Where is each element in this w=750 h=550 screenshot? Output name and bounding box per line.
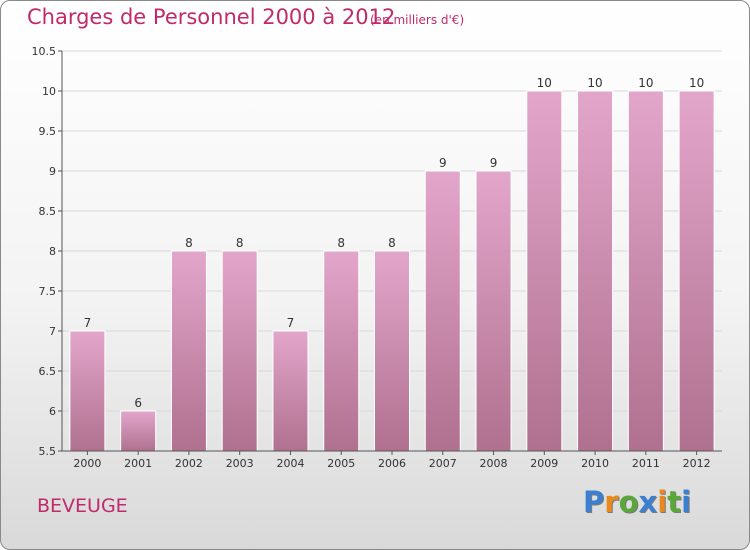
data-label: 7 [287,316,295,330]
bar[interactable] [627,90,664,452]
x-tick-label: 2003 [226,457,254,470]
x-tick-label: 2012 [683,457,711,470]
y-tick-label: 9.5 [39,125,57,138]
logo-letter: P [583,485,605,519]
bar[interactable] [323,250,360,452]
logo-letter: i [681,485,692,519]
x-tick-label: 2001 [124,457,152,470]
logo-letter: o [618,485,639,519]
data-label: 6 [134,396,142,410]
data-label: 8 [185,236,193,250]
x-tick-label: 2008 [480,457,508,470]
y-tick-label: 7.5 [39,285,57,298]
bar[interactable] [678,90,715,452]
x-tick-label: 2000 [73,457,101,470]
data-label: 10 [689,76,704,90]
x-tick-label: 2007 [429,457,457,470]
bar[interactable] [374,250,410,452]
x-tick-label: 2004 [276,457,304,470]
x-tick-label: 2005 [327,457,355,470]
proxiti-logo[interactable]: Proxiti [583,485,691,519]
y-tick-label: 6.5 [39,365,57,378]
y-tick-label: 5.5 [39,445,57,458]
data-label: 9 [490,156,498,170]
logo-letter: x [638,485,658,519]
bar[interactable] [475,170,512,452]
bar[interactable] [120,410,157,452]
bar[interactable] [170,250,207,452]
data-label: 7 [84,316,92,330]
x-tick-label: 2011 [632,457,660,470]
logo-letter: i [657,485,668,519]
bar[interactable] [221,250,258,452]
bar[interactable] [577,90,614,452]
data-label: 10 [638,76,653,90]
data-label: 10 [587,76,602,90]
logo-letter: r [604,485,619,519]
y-tick-label: 10 [42,85,56,98]
y-tick-label: 8.5 [39,205,57,218]
bar[interactable] [69,330,106,452]
x-tick-label: 2002 [175,457,203,470]
place-name: BEVEUGE [37,495,128,517]
y-tick-label: 10.5 [32,45,57,58]
x-tick-label: 2006 [378,457,406,470]
x-tick-label: 2009 [530,457,558,470]
bar[interactable] [526,90,563,452]
chart-title: Charges de Personnel 2000 à 2012 [27,5,396,29]
bar[interactable] [424,170,461,452]
y-tick-label: 9 [49,165,56,178]
data-label: 8 [337,236,345,250]
data-label: 9 [439,156,447,170]
chart-subtitle: (en milliers d'€) [370,13,465,27]
x-tick-label: 2010 [581,457,609,470]
logo-letter: t [667,485,682,519]
data-label: 8 [388,236,396,250]
bar[interactable] [272,330,309,452]
data-label: 8 [236,236,244,250]
y-tick-label: 7 [49,325,56,338]
data-label: 10 [537,76,552,90]
y-tick-label: 6 [49,405,56,418]
y-tick-label: 8 [49,245,56,258]
